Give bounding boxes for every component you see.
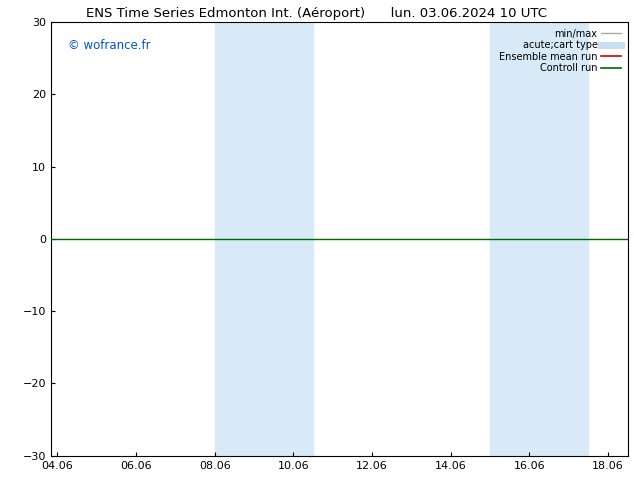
Bar [529, 22, 588, 456]
Bar [274, 22, 313, 456]
Legend: min/max, acute;cart type, Ensemble mean run, Controll run: min/max, acute;cart type, Ensemble mean … [497, 27, 623, 75]
Text: ENS Time Series Edmonton Int. (Aéroport)      lun. 03.06.2024 10 UTC: ENS Time Series Edmonton Int. (Aéroport)… [86, 7, 548, 21]
Text: © wofrance.fr: © wofrance.fr [68, 39, 151, 52]
Bar [490, 22, 529, 456]
Bar [215, 22, 274, 456]
